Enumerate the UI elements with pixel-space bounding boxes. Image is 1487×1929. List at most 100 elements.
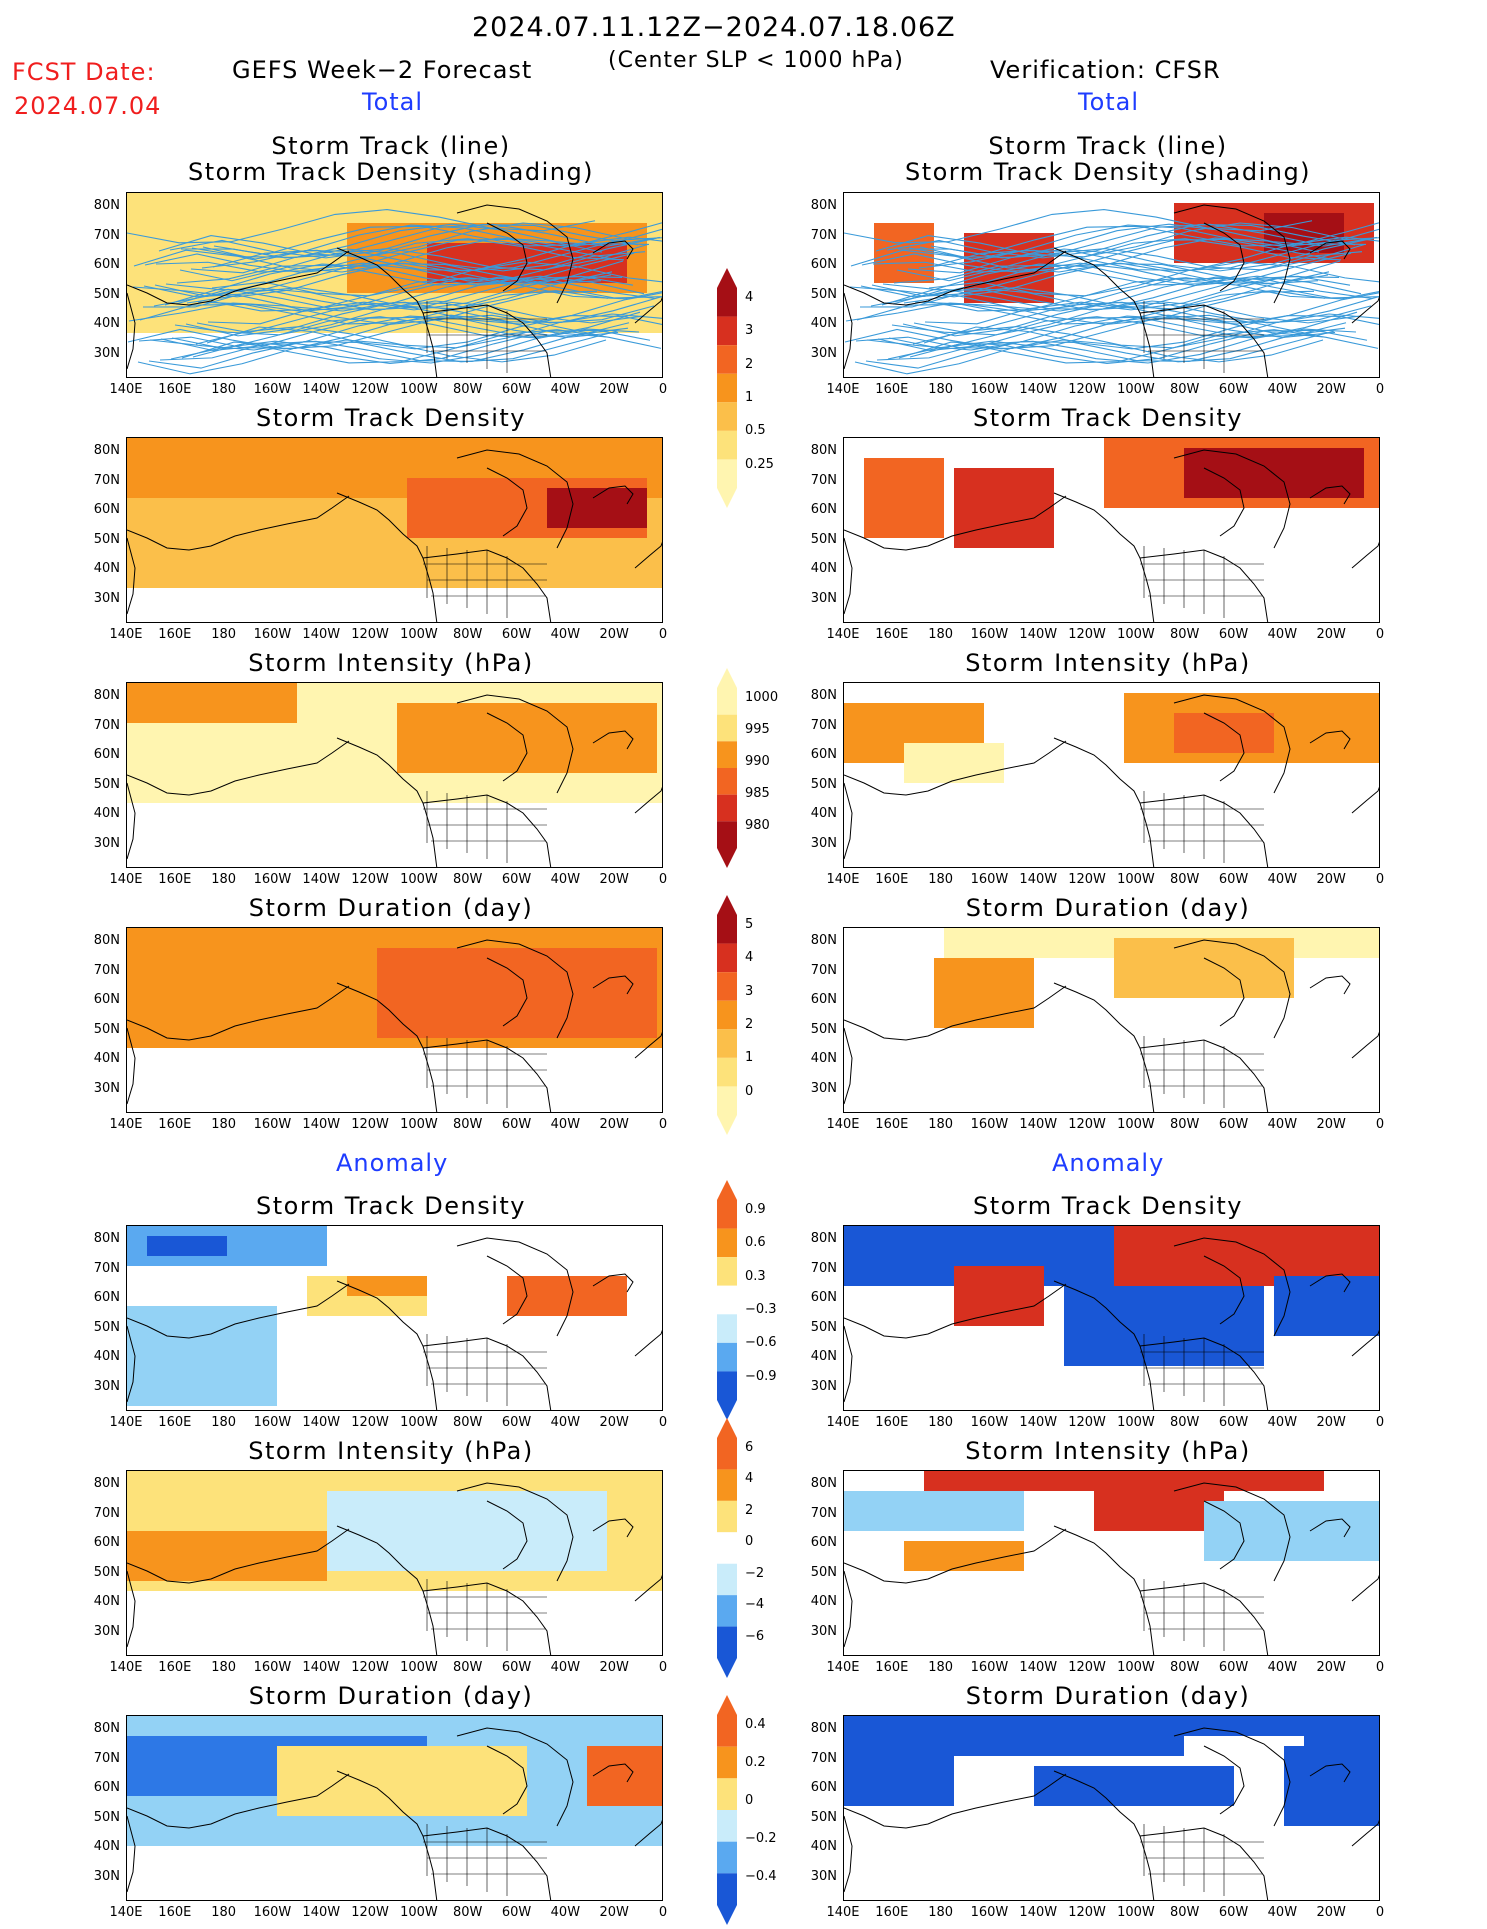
lon-label: 80W [453, 1905, 483, 1920]
map-canvas [844, 438, 1379, 622]
lat-label: 80N [93, 443, 120, 458]
map-canvas [127, 1226, 662, 1410]
lon-label: 80W [1170, 627, 1200, 642]
lon-label: 160W [253, 1905, 292, 1920]
coastline [1351, 1574, 1379, 1602]
colorbar-swatch [717, 402, 737, 431]
storm-track-line [865, 330, 1335, 369]
field-cell [1184, 448, 1364, 498]
storm-track-line [913, 296, 1379, 334]
lat-label: 80N [810, 1231, 837, 1246]
lon-label: 140W [302, 1905, 341, 1920]
lat-label: 30N [810, 1623, 837, 1639]
state-borders [1140, 1579, 1264, 1651]
lon-label: 20W [1316, 1117, 1346, 1132]
storm-track-line [928, 261, 1379, 297]
map-canvas [127, 193, 662, 377]
lon-label: 60W [1218, 1905, 1249, 1920]
colorbar-cap-top [717, 1418, 737, 1438]
lat-label: 70N [93, 962, 120, 978]
lon-label: 180 [928, 1415, 954, 1430]
map-canvas [127, 1471, 662, 1655]
coastline [634, 1819, 662, 1847]
storm-track-line [861, 238, 1331, 274]
colorbar-label: 1 [745, 390, 754, 405]
lat-label: 50N [810, 1564, 837, 1580]
lon-label: 80W [453, 1415, 483, 1430]
coastline [127, 1815, 136, 1893]
colorbar-swatch [717, 1000, 737, 1030]
map-canvas [127, 1716, 662, 1900]
colorbar-label: 0.2 [745, 1755, 766, 1770]
lon-label: 140W [1019, 872, 1058, 887]
colorbar-swatch [717, 1563, 737, 1596]
lon-label: 0 [1375, 1660, 1385, 1675]
lon-label: 140W [302, 1415, 341, 1430]
state-borders [1140, 1334, 1264, 1406]
field-cell [507, 1276, 627, 1316]
state-borders [423, 546, 547, 618]
colorbar-label: 990 [745, 754, 770, 769]
state-borders [423, 1579, 547, 1651]
lon-label: 120W [351, 382, 389, 397]
colorbar-label: 4 [745, 950, 754, 966]
lon-label: 160W [253, 382, 292, 397]
colorbar-swatch [717, 741, 737, 768]
lat-label: 30N [93, 1623, 120, 1639]
lon-label: 140E [109, 1660, 143, 1675]
storm-track-line [929, 236, 1379, 271]
lon-label: 160W [970, 872, 1009, 887]
colorbar-swatch [717, 915, 737, 944]
coastline [336, 1770, 438, 1900]
lat-label: 30N [93, 835, 120, 851]
lon-label: 180 [211, 1415, 237, 1430]
storm-track-line [133, 237, 603, 273]
colorbar-swatch [717, 373, 737, 403]
coastline [456, 694, 574, 794]
lat-label: 40N [810, 1839, 837, 1854]
lat-label: 80N [93, 933, 120, 948]
lon-label: 60W [501, 1660, 532, 1675]
lon-label: 60W [501, 872, 532, 887]
coastline [634, 296, 662, 324]
lon-label: 60W [1218, 1415, 1249, 1430]
storm-track-line [888, 311, 1358, 350]
coastline [336, 1280, 438, 1410]
lon-label: 120W [1068, 1660, 1106, 1675]
map-canvas [127, 683, 662, 867]
lon-label: 20W [599, 1117, 629, 1132]
colorbar-swatch [717, 768, 737, 795]
lon-label: 140W [1019, 1905, 1058, 1920]
storm-track-line [909, 329, 1379, 364]
lat-label: 70N [93, 1750, 120, 1766]
field-cell [1284, 1746, 1379, 1826]
lat-label: 40N [810, 1349, 837, 1364]
colorbar-label: 3 [745, 323, 754, 339]
colorbar-label: −4 [745, 1597, 765, 1613]
colorbar-label: 995 [745, 722, 770, 737]
coastline [592, 240, 634, 260]
lon-label: 160E [158, 1117, 192, 1132]
colorbar-swatch [717, 1314, 737, 1343]
coastline [1173, 694, 1291, 794]
anomaly-label-left: Anomaly [336, 1149, 449, 1177]
lat-label: 30N [810, 1080, 837, 1096]
colorbar-swatch [717, 821, 737, 848]
coastline [486, 1500, 528, 1570]
field-cell [1174, 713, 1274, 753]
colorbar-label: 0 [745, 1083, 754, 1099]
storm-track-line [882, 252, 1352, 290]
lon-label: 20W [1316, 1905, 1346, 1920]
lon-label: 100W [400, 627, 438, 642]
lat-label: 30N [810, 345, 837, 361]
lat-label: 80N [810, 198, 837, 213]
title-track-line-left: Storm Track (line) [271, 132, 511, 160]
lat-label: 60N [93, 1535, 120, 1550]
lon-label: 160W [253, 1415, 292, 1430]
lon-label: 140W [1019, 1415, 1058, 1430]
coastline [456, 1237, 574, 1337]
lon-label: 120W [351, 1415, 389, 1430]
lon-label: 60W [1218, 872, 1249, 887]
map-left-3 [126, 927, 663, 1113]
lon-label: 100W [400, 872, 438, 887]
